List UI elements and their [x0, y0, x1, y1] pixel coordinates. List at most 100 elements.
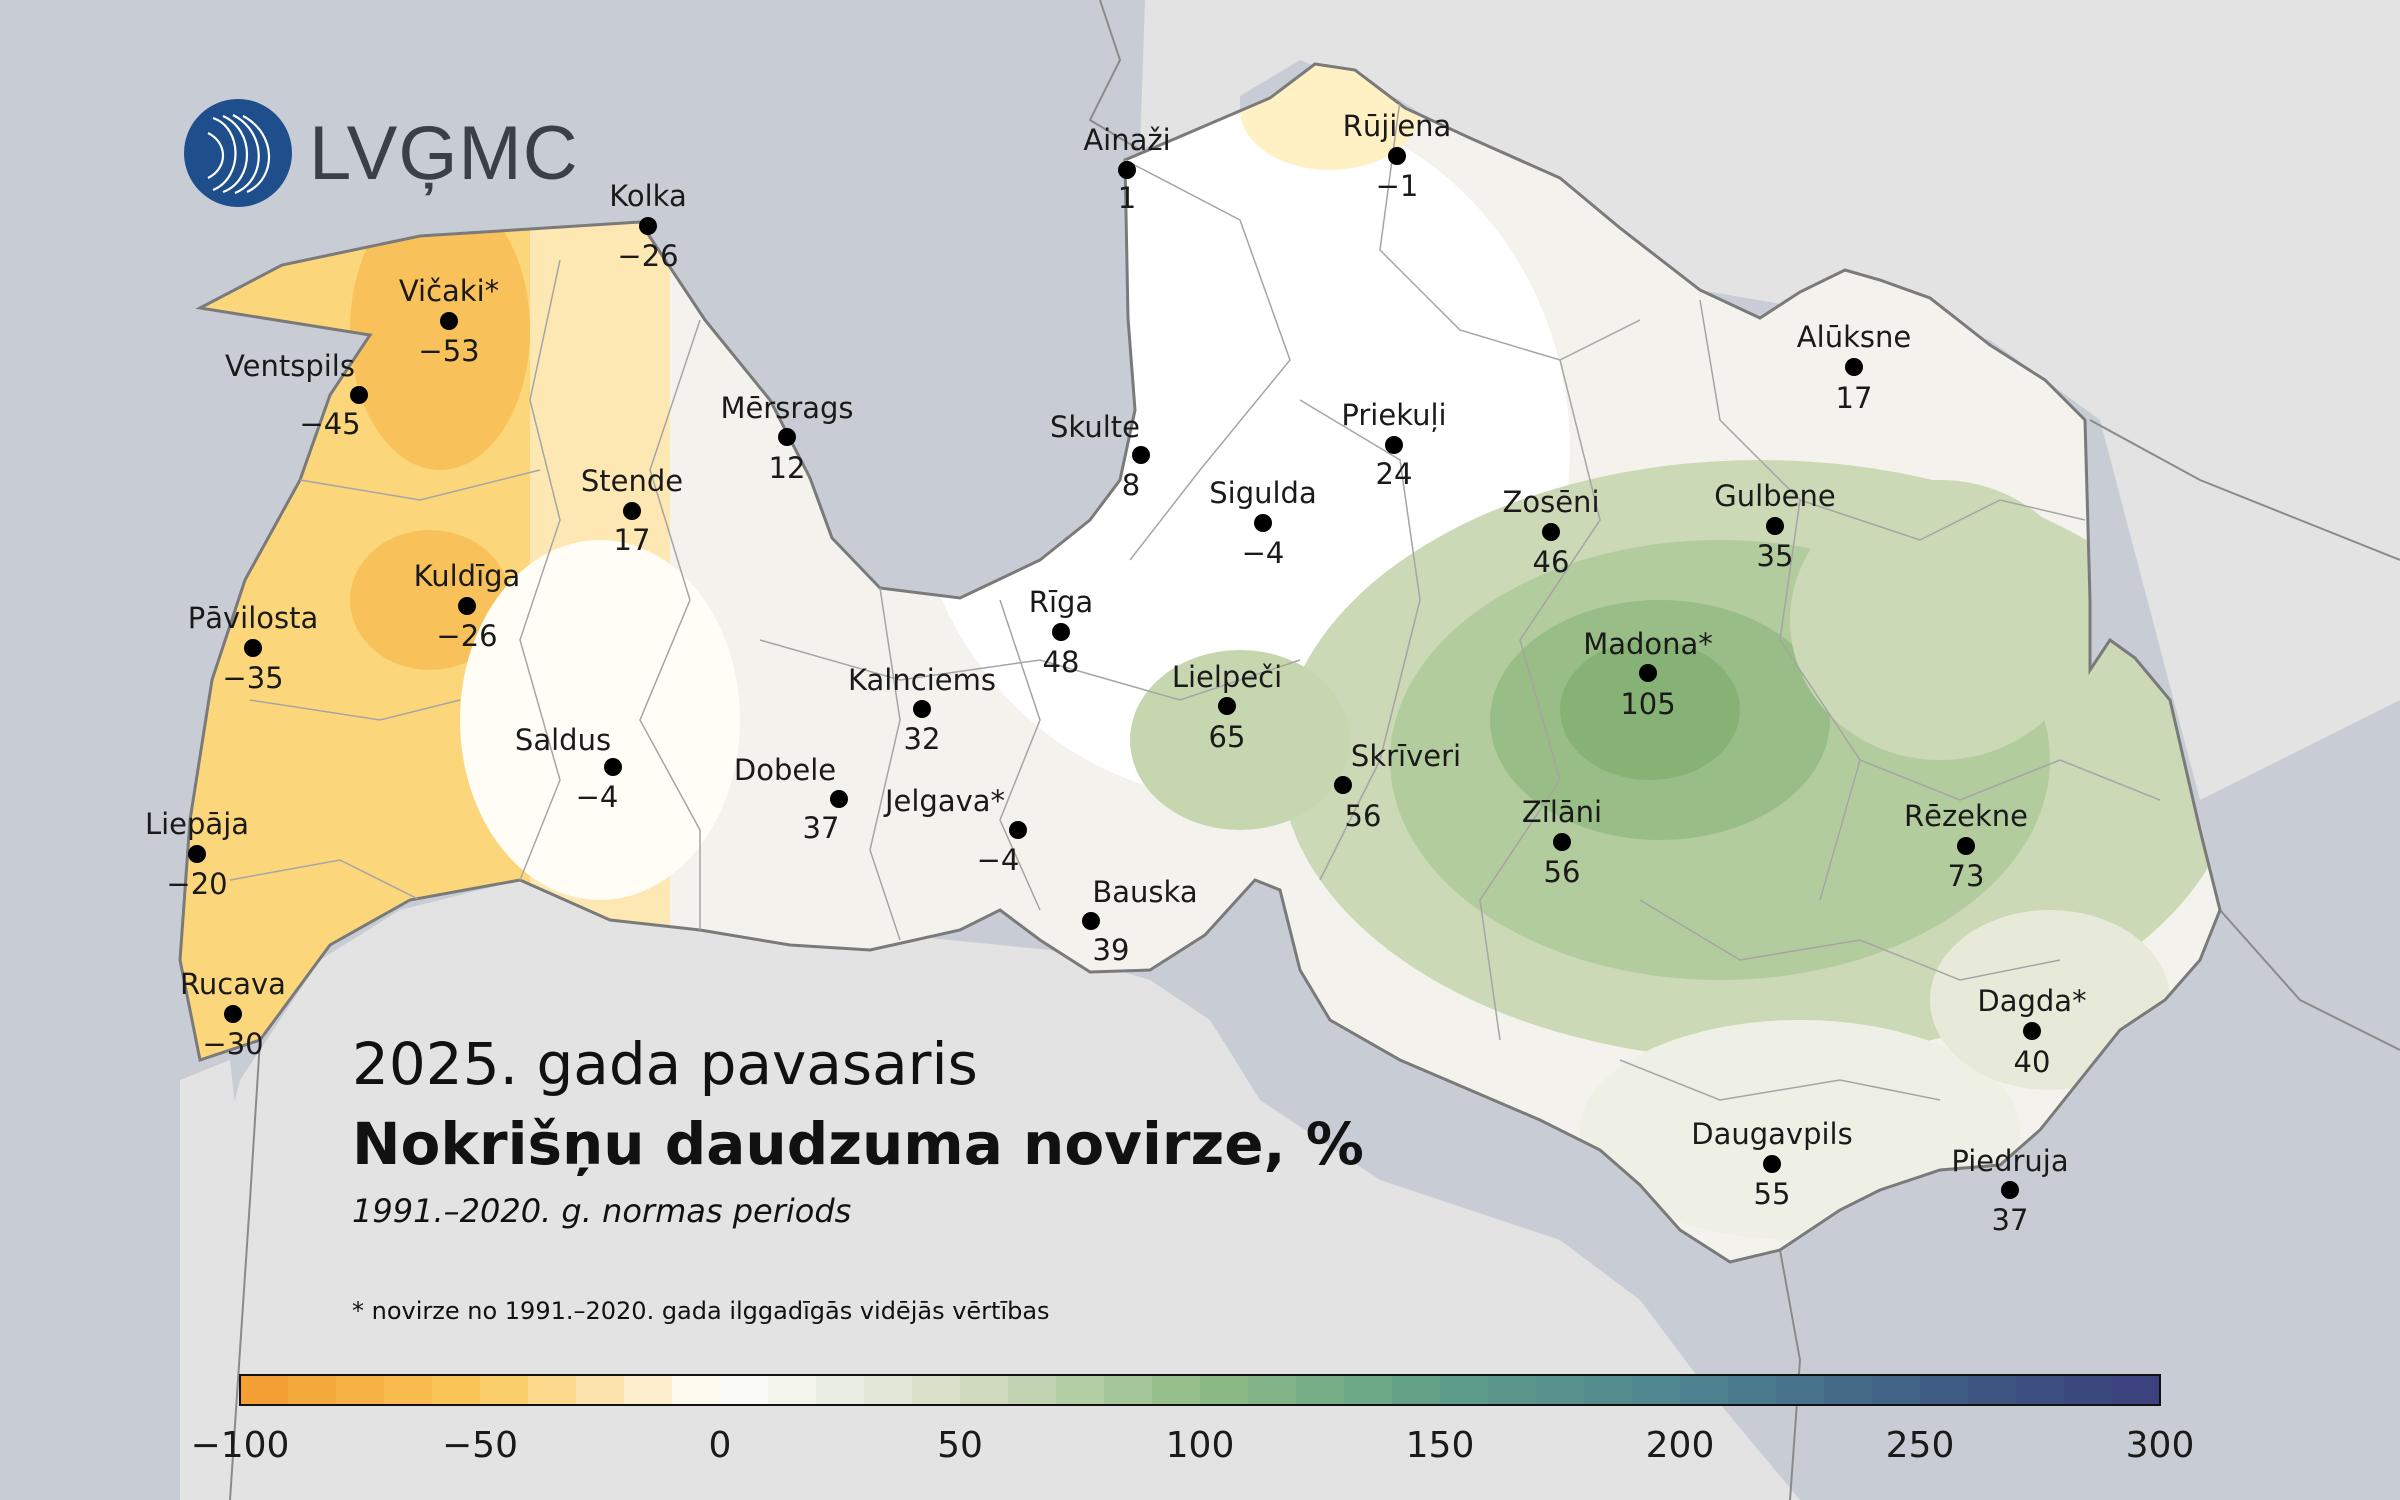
station-name: Piedruja [1951, 1144, 2068, 1178]
station: Kalnciems 32 [848, 663, 996, 756]
station-name: Ainaži [1083, 123, 1170, 157]
colorbar-cell [816, 1375, 865, 1405]
station-value: 39 [1093, 933, 1130, 967]
colorbar-cell [1632, 1375, 1681, 1405]
station-value: 65 [1209, 720, 1246, 754]
colorbar-tick-label: 250 [1886, 1425, 1955, 1466]
colorbar-cell [624, 1375, 673, 1405]
station-marker [1052, 623, 1070, 641]
station: Rūjiena −1 [1343, 109, 1452, 203]
station-value: 32 [904, 722, 941, 756]
station: Dobele 37 [734, 753, 848, 845]
colorbar-cell [528, 1375, 577, 1405]
station-marker [1553, 833, 1571, 851]
station-marker [1763, 1155, 1781, 1173]
station-name: Liepāja [145, 807, 249, 841]
station-name: Mērsrags [720, 391, 853, 425]
station-value: 1 [1118, 181, 1136, 215]
logo: LVĢMC [183, 98, 579, 208]
colorbar-cell [1008, 1375, 1057, 1405]
colorbar-cell [2016, 1375, 2065, 1405]
stations-layer: Ainaži 1 Rūjiena −1 Kolka −26 Vičaki* −53 Ventsp… [145, 109, 2087, 1237]
colorbar-cell [960, 1375, 1009, 1405]
station-value: −53 [418, 334, 479, 368]
colorbar-cell [1344, 1375, 1393, 1405]
station-name: Rīga [1029, 585, 1093, 619]
station-marker [1639, 664, 1657, 682]
station: Priekuļi 24 [1341, 398, 1446, 491]
station: Kuldīga −26 [414, 559, 521, 653]
station-value: 48 [1043, 645, 1080, 679]
map-season: 2025. gada pavasaris [352, 1030, 978, 1098]
colorbar-cell [1824, 1375, 1873, 1405]
station-name: Kuldīga [414, 559, 521, 593]
station-marker [1766, 517, 1784, 535]
colorbar-cell [576, 1375, 625, 1405]
station-marker [244, 639, 262, 657]
station-name: Skulte [1050, 410, 1140, 444]
colorbar-tick-label: 150 [1406, 1425, 1475, 1466]
station-name: Kolka [609, 179, 686, 213]
station-name: Vičaki* [399, 274, 499, 308]
station: Rucava −30 [180, 967, 286, 1061]
station-value: −4 [1242, 536, 1285, 570]
station: Liepāja −20 [145, 807, 249, 901]
map-period: 1991.–2020. g. normas periods [352, 1192, 852, 1230]
station-value: 37 [1992, 1203, 2029, 1237]
station-marker [2023, 1022, 2041, 1040]
colorbar-cell [1728, 1375, 1777, 1405]
colorbar-cell [1392, 1375, 1441, 1405]
colorbar-cell [240, 1375, 289, 1405]
station-marker [1132, 446, 1150, 464]
colorbar-tick-label: 0 [709, 1425, 732, 1466]
station: Skulte 8 [1050, 410, 1150, 502]
station-name: Rēzekne [1904, 799, 2028, 833]
station-value: 55 [1754, 1177, 1791, 1211]
station: Piedruja 37 [1951, 1144, 2068, 1237]
station-value: 56 [1544, 855, 1581, 889]
colorbar-tick-label: −50 [442, 1425, 518, 1466]
station-value: −4 [977, 843, 1020, 877]
colorbar: −100 −50 0 50 100 150 200 250 300 [191, 1374, 2194, 1466]
station-value: −26 [617, 239, 678, 273]
station-marker [458, 597, 476, 615]
lvgmc-waves-logo-icon [184, 99, 292, 207]
station-name: Gulbene [1714, 479, 1835, 513]
colorbar-cell [1440, 1375, 1489, 1405]
station: Alūksne 17 [1797, 320, 1911, 415]
station-value: −1 [1376, 169, 1419, 203]
station-name: Skrīveri [1351, 739, 1461, 773]
station-marker [1009, 821, 1027, 839]
station-marker [913, 700, 931, 718]
station: Rēzekne 73 [1904, 799, 2028, 893]
station-marker [830, 790, 848, 808]
station-marker [1845, 358, 1863, 376]
station: Ainaži 1 [1083, 123, 1170, 215]
latvia-outline [178, 62, 2222, 1264]
colorbar-cell [1296, 1375, 1345, 1405]
station: Ventspils −45 [225, 349, 368, 441]
station-marker [1254, 514, 1272, 532]
colorbar-cell [1488, 1375, 1537, 1405]
station: Rīga 48 [1029, 585, 1093, 679]
station-marker [350, 386, 368, 404]
station-name: Stende [581, 464, 683, 498]
colorbar-cell [2112, 1375, 2161, 1405]
colorbar-cell [1968, 1375, 2017, 1405]
station-value: −35 [222, 661, 283, 695]
title-block: 2025. gada pavasaris Nokrišņu daudzuma n… [352, 1030, 1364, 1230]
station-value: −45 [299, 407, 360, 441]
colorbar-cell [1104, 1375, 1153, 1405]
station-marker [623, 502, 641, 520]
station: Zosēni 46 [1503, 485, 1600, 579]
station-value: −4 [576, 780, 619, 814]
station: Stende 17 [581, 464, 683, 557]
colorbar-cell [1248, 1375, 1297, 1405]
station-name: Priekuļi [1341, 398, 1446, 432]
colorbar-cell [720, 1375, 769, 1405]
station: Skrīveri 56 [1334, 739, 1461, 833]
station-name: Lielpeči [1172, 660, 1282, 694]
station-name: Zosēni [1503, 485, 1600, 519]
station-marker [1542, 523, 1560, 541]
